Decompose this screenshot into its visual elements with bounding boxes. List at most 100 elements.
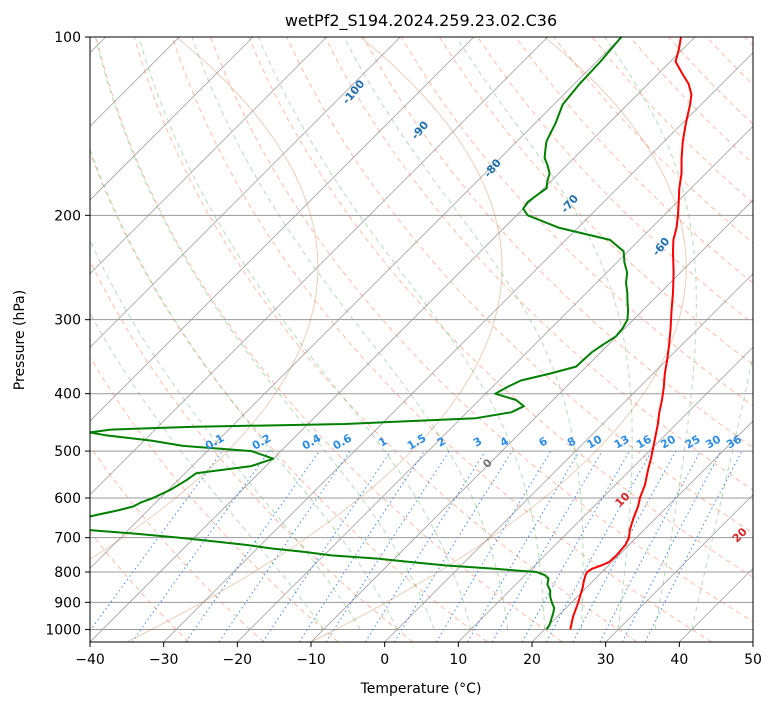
x-tick-label: −30 [149,652,179,668]
mixing-ratio-line [467,450,580,642]
dry-adiabat-line [90,531,190,642]
moist-adiabat-line [90,311,325,630]
dry-adiabat-line [171,37,712,642]
mixing-ratio-label: 1.5 [405,432,428,453]
mixing-ratio-label: 8 [565,435,578,450]
mixing-ratio-label: 13 [612,433,632,452]
x-tick-label: −10 [296,652,326,668]
isotherm-line [531,420,753,642]
x-axis-label: Temperature (°C) [360,681,482,697]
y-tick-label: 800 [54,565,81,581]
mixing-ratio-line [298,450,425,642]
dry-adiabat-line [477,37,753,325]
mixing-ratio-line [545,450,653,642]
mixing-ratio-line [599,450,701,642]
moist-adiabat-line [90,239,361,630]
guide-curve [126,37,503,642]
x-tick-label: −40 [75,652,105,668]
dry-adiabat-line [133,37,638,642]
y-axis-label: Pressure (hPa) [12,290,28,390]
isotherm-line [310,199,753,642]
isotherm-line [605,494,753,642]
dry-adiabat-line [553,37,753,244]
dry-adiabat-line [90,356,339,642]
moist-adiabat-line [343,37,584,630]
mixing-ratio-line [644,450,743,642]
dry-adiabat-line [706,37,753,86]
mixing-ratio-line [572,450,677,642]
mixing-ratio-label: 3 [471,435,484,450]
dry-adiabat-line [438,37,753,366]
dry-adiabat-line [248,37,753,578]
isotherm-line [90,37,254,201]
mixing-ratio-label: 36 [724,432,744,451]
moist-adiabat-line [94,37,435,630]
dry-adiabat-line [95,37,563,642]
dry-adiabat-label: -100 [340,77,368,107]
dry-adiabat-line [210,37,753,623]
isotherm-line [237,125,753,642]
mixing-ratio-label: 10 [585,432,605,451]
mixing-ratio-line [393,450,513,642]
y-tick-label: 200 [54,208,81,224]
mixing-ratio-label: 0.6 [331,431,355,452]
temperature-profile-line [569,37,693,630]
isotherm-line [679,567,753,642]
mixing-ratio-label: 0.2 [250,432,273,453]
moist-adiabat-line [691,353,753,630]
mixing-ratio-line [435,450,552,642]
moist-adiabat-label: 20 [730,525,750,545]
mixing-ratio-label: 6 [537,434,550,449]
dry-adiabat-line [515,37,753,284]
x-tick-label: 30 [597,652,615,668]
isotherm-line [90,37,327,275]
mixing-ratio-label: 25 [683,433,703,452]
x-tick-label: 0 [380,652,389,668]
isotherm-line [90,37,548,496]
isotherm-line [90,37,401,348]
mixing-ratio-line [218,450,351,642]
y-tick-label: 300 [54,313,81,329]
isotherm-line [90,37,475,422]
dry-adiabat-label: -50 [751,278,774,302]
isotherm-line [384,273,753,642]
x-tick-label: 40 [670,652,688,668]
mixing-ratio-line [185,450,320,642]
y-tick-label: 700 [54,531,81,547]
mixing-ratio-label: 4 [498,434,511,449]
moist-adiabat-label: 10 [613,490,633,510]
x-tick-label: 50 [744,652,762,668]
mixing-ratio-line [521,450,630,642]
dry-adiabat-line [744,37,753,47]
mixing-ratio-label: 0.4 [300,431,324,452]
mixing-ratio-label: 16 [634,432,654,451]
mixing-ratio-line [131,450,270,642]
y-tick-label: 500 [54,444,81,460]
dry-adiabat-line [90,150,488,642]
mixing-ratio-label: 20 [658,432,678,451]
dry-adiabat-label: -60 [650,235,673,259]
y-tick-label: 400 [54,387,81,403]
dry-adiabat-line [90,259,414,642]
plot-frame [89,36,754,643]
guide-curve [90,37,319,560]
y-tick-label: 1000 [45,622,81,638]
isotherm-line [90,37,622,569]
mixing-ratio-label: 30 [703,432,723,451]
x-tick-label: −20 [223,652,253,668]
mixing-ratio-label: 1 [376,435,389,450]
dry-adiabat-line [400,37,753,407]
moist-adiabat-line [257,37,546,630]
mixing-ratio-line [262,450,392,642]
moist-adiabat-line [90,147,398,630]
x-tick-label: 10 [449,652,467,668]
moist-adiabat-line [455,37,633,630]
y-tick-label: 600 [54,491,81,507]
isotherm-line [458,346,753,642]
moist-adiabat-line [138,37,472,630]
moist-adiabat-label: 0 [480,456,495,471]
isotherm-line [163,52,753,642]
mixing-ratio-line [364,450,486,642]
guide-curve [310,37,687,642]
